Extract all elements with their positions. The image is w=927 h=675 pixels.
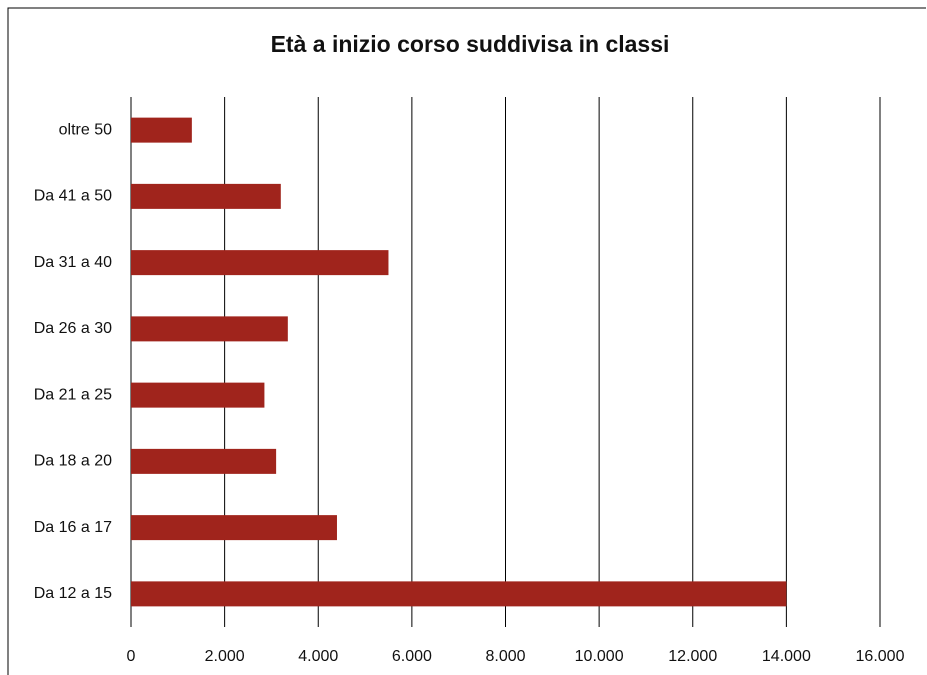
bar — [131, 515, 337, 541]
y-tick-label: Da 31 a 40 — [34, 254, 112, 271]
x-tick-label: 12.000 — [668, 648, 717, 665]
bar — [131, 316, 288, 342]
y-tick-label: Da 18 a 20 — [34, 453, 112, 470]
x-tick-label: 2.000 — [205, 648, 245, 665]
bar — [131, 448, 277, 474]
x-tick-label: 8.000 — [485, 648, 525, 665]
y-tick-label: Da 16 a 17 — [34, 519, 112, 536]
x-tick-label: 10.000 — [575, 648, 624, 665]
bar — [131, 581, 787, 607]
y-tick-label: oltre 50 — [59, 121, 112, 138]
x-tick-label: 0 — [127, 648, 136, 665]
y-tick-label: Da 41 a 50 — [34, 188, 112, 205]
y-tick-label: Da 21 a 25 — [34, 386, 112, 403]
y-tick-label: Da 12 a 15 — [34, 585, 112, 602]
y-tick-label: Da 26 a 30 — [34, 320, 112, 337]
x-tick-label: 6.000 — [392, 648, 432, 665]
bar — [131, 382, 265, 408]
bar — [131, 183, 281, 209]
chart-title: Età a inizio corso suddivisa in classi — [271, 31, 670, 57]
frame — [7, 7, 926, 675]
bar — [131, 117, 192, 143]
x-tick-label: 4.000 — [298, 648, 338, 665]
x-tick-label: 14.000 — [762, 648, 811, 665]
bar — [131, 250, 389, 276]
x-tick-label: 16.000 — [856, 648, 905, 665]
